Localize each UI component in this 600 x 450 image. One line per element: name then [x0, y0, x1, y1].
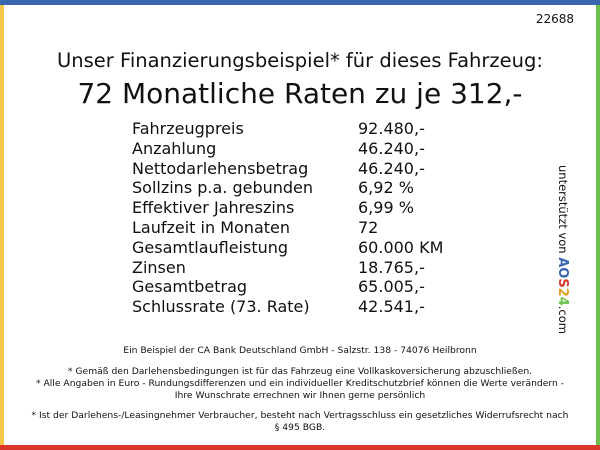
row-label: Zinsen	[132, 257, 186, 277]
table-row: Schlussrate (73. Rate) 42.541,-	[132, 297, 443, 317]
row-label: Fahrzeugpreis	[132, 119, 244, 138]
row-label: Anzahlung	[132, 138, 217, 158]
left-border	[0, 5, 4, 445]
row-value: 6,92 %	[358, 178, 414, 198]
note-insurance: * Gemäß den Darlehensbedingungen ist für…	[67, 366, 533, 377]
table-row: Gesamtlaufleistung 60.000 KM	[132, 238, 443, 258]
table-row: Laufzeit in Monaten 72	[132, 218, 443, 238]
right-border	[596, 5, 600, 445]
row-value: 18.765,-	[358, 257, 425, 277]
sponsor-suffix: .com	[556, 305, 570, 334]
table-row: Anzahlung 46.240,-	[132, 139, 443, 159]
top-border	[0, 0, 600, 5]
row-value: 60.000 KM	[358, 237, 444, 257]
row-value: 65.005,-	[358, 277, 425, 297]
row-value: 46.240,-	[358, 138, 425, 158]
row-label: Nettodarlehensbetrag	[132, 158, 309, 178]
row-label: Schlussrate (73. Rate)	[132, 297, 310, 317]
row-value: 72	[358, 217, 379, 237]
table-row: Fahrzeugpreis 92.480,-	[132, 119, 443, 139]
table-row: Nettodarlehensbetrag 46.240,-	[132, 159, 443, 179]
rate-line: 72 Monatliche Raten zu je 312,-	[77, 77, 523, 110]
row-label: Gesamtbetrag	[132, 277, 248, 297]
row-label: Sollzins p.a. gebunden	[132, 178, 314, 198]
row-value: 92.480,-	[358, 119, 425, 138]
table-row: Sollzins p.a. gebunden 6,92 %	[132, 178, 443, 198]
table-row: Effektiver Jahreszins 6,99 %	[132, 198, 443, 218]
row-label: Laufzeit in Monaten	[132, 217, 291, 237]
sponsor-note: unterstützt von AOS24.com	[555, 165, 570, 334]
row-value: 46.240,-	[358, 158, 425, 178]
headline: Unser Finanzierungsbeispiel* für dieses …	[57, 49, 543, 72]
table-row: Zinsen 18.765,-	[132, 258, 443, 278]
note-withdrawal: * Ist der Darlehens-/Leasingnehmer Verbr…	[31, 410, 569, 433]
note-euro: * Alle Angaben in Euro - Rundungsdiffere…	[35, 378, 565, 401]
row-value: 6,99 %	[358, 198, 414, 218]
row-label: Effektiver Jahreszins	[132, 198, 295, 218]
bottom-border	[0, 445, 600, 450]
sponsor-text: unterstützt von	[556, 165, 570, 254]
row-label: Gesamtlaufleistung	[132, 237, 289, 257]
finance-table: Fahrzeugpreis 92.480,- Anzahlung 46.240,- Ne…	[132, 119, 443, 317]
vehicle-code: 22688	[535, 12, 574, 26]
table-row: Gesamtbetrag 65.005,-	[132, 277, 443, 297]
bank-info: Ein Beispiel der CA Bank Deutschland Gmb…	[123, 345, 477, 356]
row-value: 42.541,-	[358, 297, 425, 317]
aos24-logo: AOS24	[555, 257, 570, 306]
